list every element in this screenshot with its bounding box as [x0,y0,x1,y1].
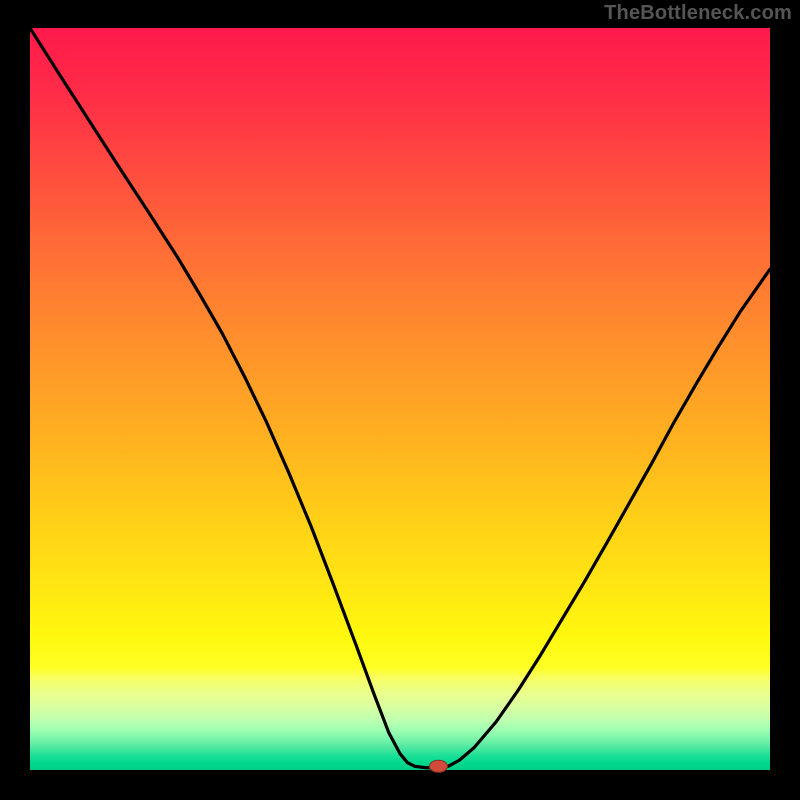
chart-container: TheBottleneck.com [0,0,800,800]
plot-background [30,28,770,770]
watermark-text: TheBottleneck.com [604,2,792,25]
bottleneck-chart [0,0,800,800]
optimum-marker [429,760,447,772]
